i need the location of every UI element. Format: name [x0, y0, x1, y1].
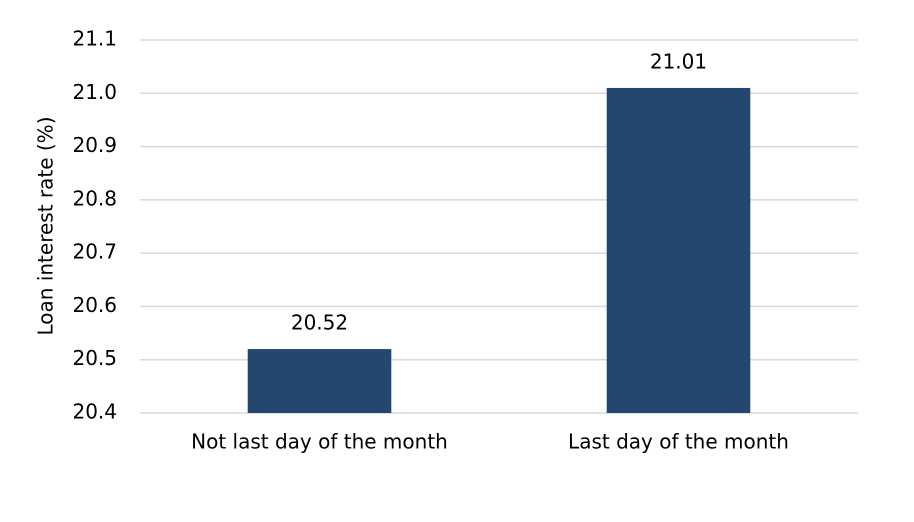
- y-tick-label: 20.9: [72, 133, 117, 157]
- value-label: 20.52: [291, 311, 348, 335]
- x-tick-label: Not last day of the month: [191, 430, 448, 454]
- y-tick-label: 21.1: [72, 27, 117, 51]
- y-tick-label: 20.6: [72, 293, 117, 317]
- y-tick-label: 20.8: [72, 186, 117, 210]
- y-tick-label: 20.4: [72, 400, 117, 424]
- y-axis-title: Loan interest rate (%): [34, 117, 58, 336]
- x-tick-label: Last day of the month: [568, 430, 789, 454]
- y-tick-label: 21.0: [72, 80, 117, 104]
- bar: [247, 349, 392, 413]
- y-tick-label: 20.5: [72, 346, 117, 370]
- y-tick-label: 20.7: [72, 240, 117, 264]
- value-label: 21.01: [650, 49, 707, 73]
- bar: [606, 87, 751, 413]
